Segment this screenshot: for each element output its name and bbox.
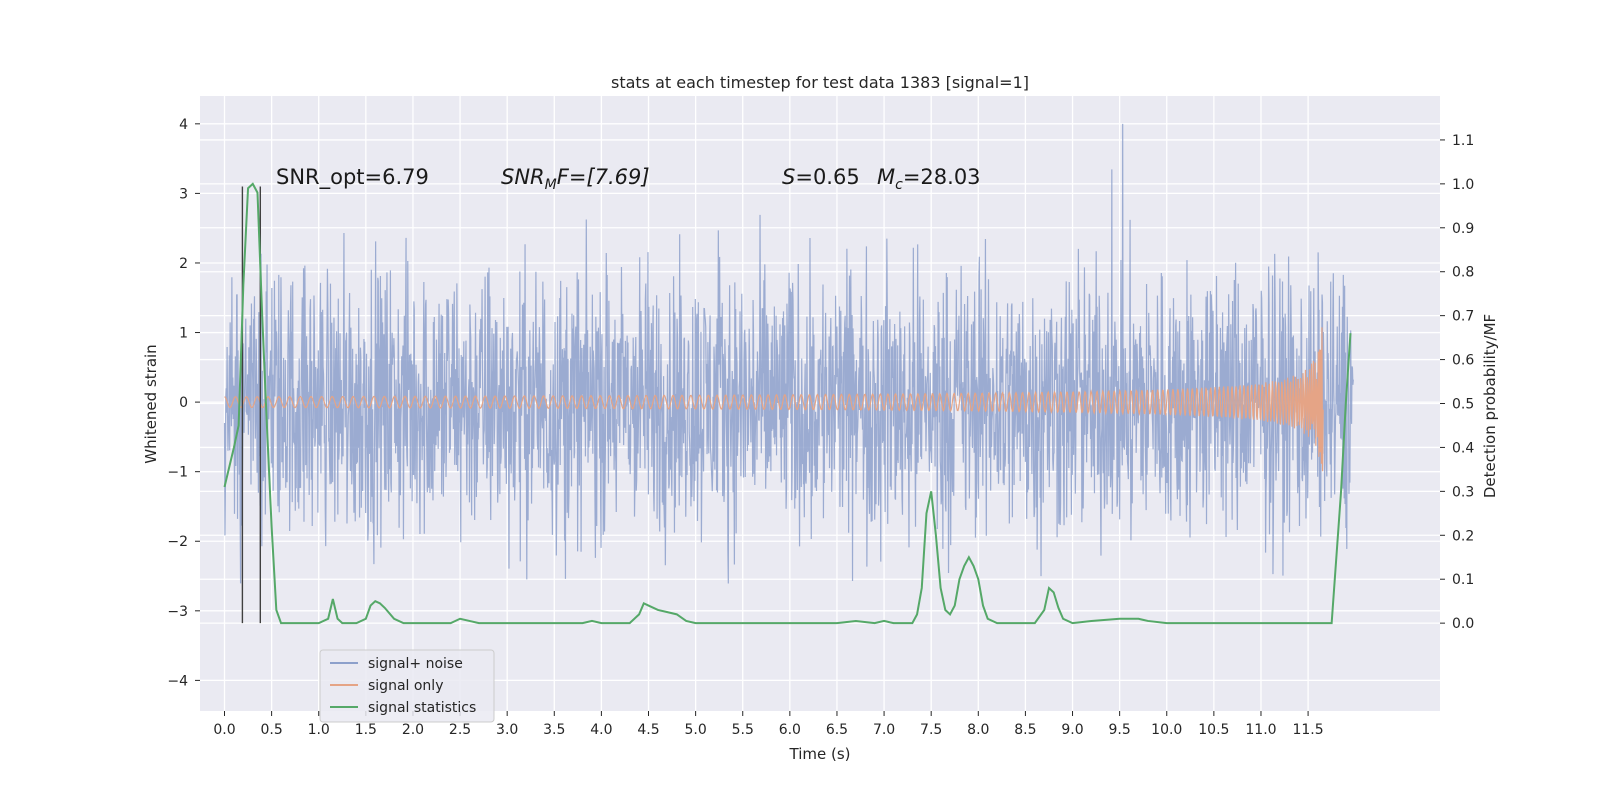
x-tick-label: 7.0 [873,722,895,738]
y-left-tick-label: 0 [179,395,188,411]
annotation-s: S=0.65 [782,165,860,189]
x-tick-label: 3.5 [543,722,565,738]
x-tick-label: 10.0 [1151,722,1182,738]
y-right-tick-label: 1.0 [1452,177,1474,193]
signal-noise-series [223,123,1354,584]
y-left-tick-label: 4 [179,117,188,133]
annotation-mc: Mc=28.03 [877,165,981,193]
x-tick-label: 4.5 [637,722,659,738]
y-right-tick-label: 0.3 [1452,484,1474,500]
x-tick-label: 2.0 [402,722,424,738]
legend-label-signal-noise: signal+ noise [368,656,463,672]
x-tick-label: 6.0 [779,722,801,738]
signal-statistics-line [223,182,1352,625]
x-tick-label: 6.5 [826,722,848,738]
y-right-tick-label: 1.1 [1452,133,1474,149]
legend: signal+ noise signal only signal statist… [319,649,495,723]
y-right-tick-label: 0.5 [1452,397,1474,413]
x-tick-label: 9.5 [1109,722,1131,738]
y-left-tick-label: 3 [179,186,188,202]
y-axis-right-label: Detection probability/MF [1481,314,1499,498]
annotation-snr-mf: SNRMF=[7.69] [501,165,650,193]
x-tick-label: 7.5 [920,722,942,738]
y-right-tick-label: 0.7 [1452,309,1474,325]
chart-title: stats at each timestep for test data 138… [611,73,1029,92]
x-axis-label: Time (s) [789,745,851,763]
y-right-tick-label: 0.6 [1452,353,1474,369]
y-right-tick-label: 0.4 [1452,440,1474,456]
y-left-tick-label: 1 [179,326,188,342]
x-tick-label: 0.5 [260,722,282,738]
signal-statistics-series [223,182,1352,625]
legend-label-signal-only: signal only [368,678,443,694]
y-right-tick-label: 0.2 [1452,528,1474,544]
y-right-tick-label: 0.9 [1452,221,1474,237]
x-tick-label: 1.5 [355,722,377,738]
x-tick-label: 8.0 [967,722,989,738]
x-tick-label: 10.5 [1198,722,1229,738]
x-tick-label: 8.5 [1014,722,1036,738]
x-tick-label: 11.0 [1245,722,1276,738]
tick-layer: 0.0 0.5 1.0 1.5 2.0 2.5 3.0 3.5 4.0 4.5 5.0 5.5 6.0 6… [167,117,1474,738]
x-tick-label: 5.0 [684,722,706,738]
x-tick-label: 11.5 [1292,722,1323,738]
y-left-tick-label: −4 [167,673,188,689]
x-tick-label: 2.5 [449,722,471,738]
y-right-tick-label: 0.0 [1452,616,1474,632]
x-tick-label: 1.0 [308,722,330,738]
y-axis-left-label: Whitened strain [142,344,160,463]
y-left-tick-label: −3 [167,604,188,620]
y-right-tick-label: 0.8 [1452,265,1474,281]
legend-label-signal-statistics: signal statistics [368,700,476,716]
legend-box [319,649,495,723]
y-left-tick-label: −1 [167,465,188,481]
x-tick-label: 9.0 [1061,722,1083,738]
annotation-snr-opt: SNR_opt=6.79 [276,165,429,190]
x-tick-label: 4.0 [590,722,612,738]
x-tick-label: 5.5 [732,722,754,738]
x-tick-label: 3.0 [496,722,518,738]
y-right-tick-label: 0.1 [1452,572,1474,588]
x-tick-label: 0.0 [213,722,235,738]
y-left-tick-label: −2 [167,534,188,550]
y-left-tick-label: 2 [179,256,188,272]
signal-only-line [224,327,1324,472]
signal-noise-line [223,123,1354,584]
signal-only-series [224,327,1324,472]
